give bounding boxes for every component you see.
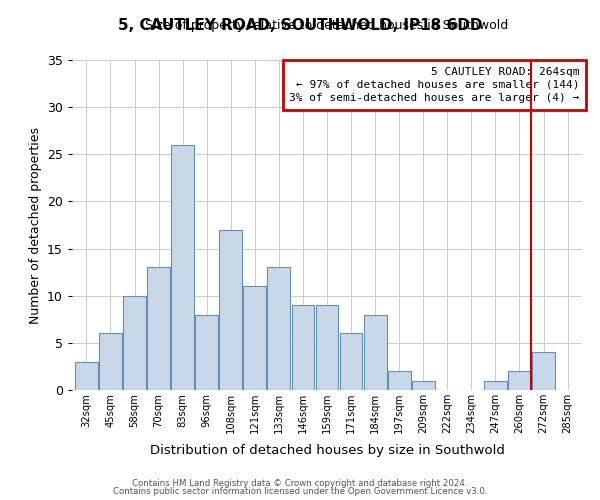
- X-axis label: Distribution of detached houses by size in Southwold: Distribution of detached houses by size …: [149, 444, 505, 458]
- Bar: [123, 296, 146, 390]
- Bar: [99, 334, 122, 390]
- Bar: [316, 305, 338, 390]
- Bar: [171, 145, 194, 390]
- Bar: [412, 380, 434, 390]
- Y-axis label: Number of detached properties: Number of detached properties: [29, 126, 41, 324]
- Bar: [268, 268, 290, 390]
- Bar: [388, 371, 410, 390]
- Bar: [147, 268, 170, 390]
- Bar: [292, 305, 314, 390]
- Bar: [220, 230, 242, 390]
- Bar: [75, 362, 98, 390]
- Bar: [244, 286, 266, 390]
- Text: Contains HM Land Registry data © Crown copyright and database right 2024.: Contains HM Land Registry data © Crown c…: [132, 478, 468, 488]
- Bar: [340, 334, 362, 390]
- Text: Contains public sector information licensed under the Open Government Licence v3: Contains public sector information licen…: [113, 487, 487, 496]
- Bar: [364, 314, 386, 390]
- Title: Size of property relative to detached houses in Southwold: Size of property relative to detached ho…: [145, 20, 509, 32]
- Text: 5, CAUTLEY ROAD, SOUTHWOLD, IP18 6DD: 5, CAUTLEY ROAD, SOUTHWOLD, IP18 6DD: [118, 18, 482, 32]
- Bar: [508, 371, 531, 390]
- Bar: [484, 380, 507, 390]
- Text: 5 CAUTLEY ROAD: 264sqm
← 97% of detached houses are smaller (144)
3% of semi-det: 5 CAUTLEY ROAD: 264sqm ← 97% of detached…: [289, 66, 580, 103]
- Bar: [532, 352, 555, 390]
- Bar: [195, 314, 218, 390]
